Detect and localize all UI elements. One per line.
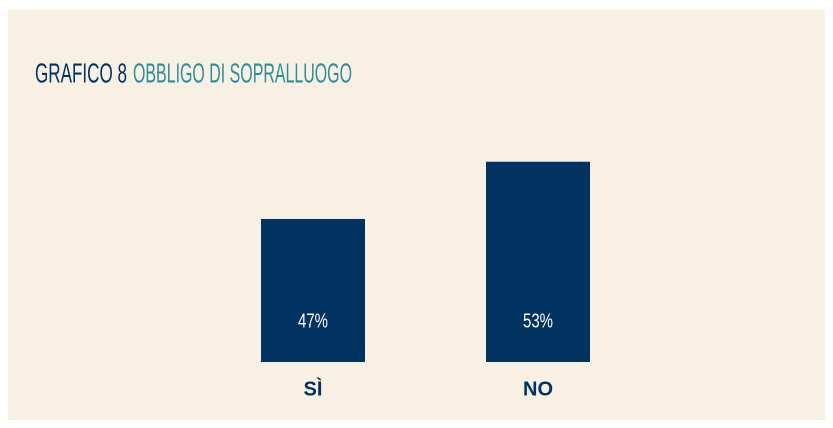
chart-title: GRAFICO 8	[35, 57, 127, 88]
chart-subtitle: OBBLIGO DI SOPRALLUOGO	[133, 57, 352, 88]
value-label: 53%	[523, 309, 553, 332]
bar	[486, 161, 590, 362]
x-tick-label: NO	[523, 378, 553, 400]
value-label: 47%	[298, 309, 328, 332]
bar	[261, 218, 365, 362]
panel	[8, 10, 825, 420]
x-tick-label: SÌ	[304, 377, 323, 400]
